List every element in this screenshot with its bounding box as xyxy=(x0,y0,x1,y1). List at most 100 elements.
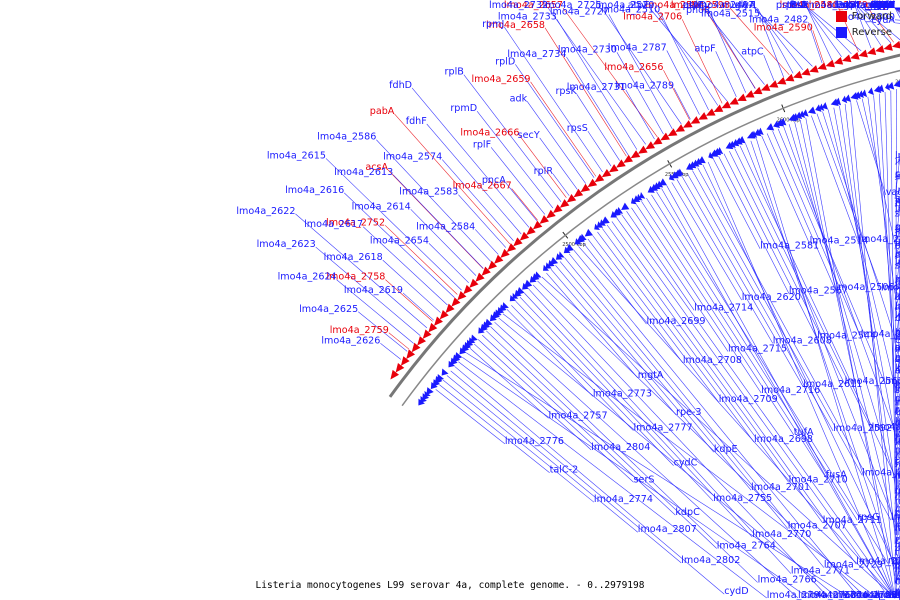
reverse-feature-icon xyxy=(484,318,493,327)
reverse-gene-leader-line xyxy=(587,238,684,364)
reverse-gene-label: lmo4a_2439 xyxy=(895,527,900,538)
forward-gene-label: lmo4a_2579 xyxy=(809,0,868,11)
reverse-gene-label: lmo4a_2626 xyxy=(321,335,380,346)
reverse-gene-label: lmo4a_2728 xyxy=(895,281,900,292)
reverse-gene-label: tufA xyxy=(794,427,814,438)
forward-gene-label: acsA xyxy=(365,162,388,173)
reverse-gene-label: pstA xyxy=(786,0,808,11)
forward-gene-leader-line xyxy=(384,225,458,295)
reverse-gene-label: sufC xyxy=(874,0,895,11)
reverse-gene-leader-line xyxy=(754,7,813,67)
scale-label: 2500 kbp xyxy=(562,242,586,248)
reverse-gene-label: uvrB xyxy=(895,486,900,497)
forward-feature-icon xyxy=(792,70,803,79)
reverse-gene-leader-line xyxy=(442,379,595,503)
legend-item-forward: Forward xyxy=(835,8,892,24)
reverse-gene-label: ssb-2 xyxy=(895,261,900,272)
reverse-gene-label: sufD xyxy=(873,0,895,11)
reverse-gene-label: lmo4a_2596 xyxy=(895,416,900,427)
forward-feature-icon xyxy=(445,303,455,313)
reverse-gene-label: lmo4a_2700 xyxy=(895,590,900,600)
reverse-gene-label: lmo4a_2556 xyxy=(895,590,900,600)
reverse-gene-label: rplF xyxy=(473,139,491,150)
reverse-gene-label: lmo4a_2725 xyxy=(543,0,602,11)
forward-gene-label: pabA xyxy=(370,106,395,117)
reverse-gene-leader-line xyxy=(856,7,882,46)
reverse-gene-label: lmo4a_2646 xyxy=(895,384,900,395)
reverse-gene-leader-line xyxy=(476,111,554,209)
reverse-feature-icon xyxy=(549,257,559,265)
reverse-gene-label: uvrA xyxy=(895,435,900,446)
reverse-gene-leader-line xyxy=(592,235,719,403)
forward-gene-label: lmo4a_2752 xyxy=(326,217,385,228)
reverse-gene-label: rplU xyxy=(895,250,900,261)
reverse-gene-leader-line xyxy=(856,100,886,195)
reverse-gene-label: thrB xyxy=(895,548,900,559)
reverse-gene-label: lmo4a_2603 xyxy=(895,397,900,408)
reverse-gene-leader-line xyxy=(582,242,647,325)
reverse-gene-label: lmo4a_2642 xyxy=(895,331,900,342)
reverse-gene-label: rplIM xyxy=(895,509,900,520)
forward-feature-icon xyxy=(573,188,584,198)
forward-feature-icon xyxy=(737,93,747,101)
reverse-gene-label: lmo4a_2707 xyxy=(788,521,847,532)
reverse-gene-leader-line xyxy=(458,361,767,599)
reverse-gene-label: rplQ xyxy=(894,590,900,600)
reverse-gene-label: lmo4a_2714 xyxy=(694,302,753,313)
reverse-gene-leader-line xyxy=(325,158,462,291)
reverse-gene-leader-line xyxy=(702,7,765,85)
reverse-gene-label: lmo4a_2513 xyxy=(895,561,900,572)
reverse-gene-label: pncA xyxy=(482,175,506,186)
forward-feature-icon xyxy=(580,183,591,193)
reverse-gene-label: lmo4a_2708 xyxy=(683,355,742,366)
reverse-gene-label: lmo4a_2771 xyxy=(791,566,850,577)
reverse-feature-icon xyxy=(729,140,736,148)
reverse-feature-icon xyxy=(698,156,706,164)
reverse-gene-leader-line xyxy=(601,7,682,125)
forward-feature-icon xyxy=(667,128,678,137)
forward-feature-icon xyxy=(457,291,467,301)
reverse-gene-leader-line xyxy=(547,7,646,145)
reverse-gene-label: sufB xyxy=(874,0,895,11)
reverse-gene-label: lmo4a_2619 xyxy=(344,285,403,296)
reverse-gene-label: degU xyxy=(895,313,900,324)
reverse-gene-label: sigL xyxy=(895,385,900,396)
forward-feature-icon xyxy=(623,154,633,163)
reverse-gene-leader-line xyxy=(759,16,784,78)
reverse-gene-leader-line xyxy=(805,117,896,599)
forward-feature-icon xyxy=(422,329,432,339)
reverse-gene-label: lmo4a_2600 xyxy=(895,310,900,321)
reverse-gene-label: lmo4a_2640 xyxy=(895,590,900,600)
reverse-gene-label: lmo4a_2592 xyxy=(833,423,892,434)
reverse-gene-label: vacB xyxy=(886,187,900,198)
reverse-gene-label: kdpB xyxy=(895,558,900,569)
reverse-gene-label: rpmD xyxy=(450,103,477,114)
reverse-gene-label: rpsR xyxy=(895,534,900,545)
reverse-gene-leader-line xyxy=(466,352,851,599)
reverse-gene-label: atpG xyxy=(895,365,900,376)
reverse-gene-label: lmo4a_2574 xyxy=(383,152,442,163)
reverse-gene-label: lmo4a_2654 xyxy=(370,235,429,246)
forward-feature-icon xyxy=(513,237,523,247)
reverse-gene-label: lmo4a_2584 xyxy=(416,221,475,232)
reverse-gene-label: menC xyxy=(895,445,900,456)
reverse-gene-label: lmo4a_2425 xyxy=(836,0,895,11)
reverse-gene-leader-line xyxy=(494,321,799,599)
reverse-gene-label: rplO xyxy=(895,222,900,233)
forward-gene-leader-line xyxy=(812,30,824,63)
forward-feature-icon xyxy=(729,97,739,105)
reverse-gene-label: lmo4a_2802 xyxy=(681,555,740,566)
reverse-gene-leader-line xyxy=(559,261,752,491)
reverse-feature-icon xyxy=(717,147,724,155)
reverse-gene-label: lmo4a_2800 xyxy=(836,12,895,23)
forward-feature-icon xyxy=(776,77,787,85)
reverse-gene-label: lmo4a_2604 xyxy=(862,467,900,478)
reverse-gene-leader-line xyxy=(811,115,859,243)
reverse-gene-label: lmo4a_2442 xyxy=(836,0,895,11)
forward-feature-icon xyxy=(858,49,868,58)
reverse-gene-leader-line xyxy=(458,194,507,248)
reverse-feature-icon xyxy=(834,97,842,106)
reverse-feature-icon xyxy=(815,104,822,112)
reverse-gene-label: lmo4a_2729 xyxy=(824,560,883,571)
